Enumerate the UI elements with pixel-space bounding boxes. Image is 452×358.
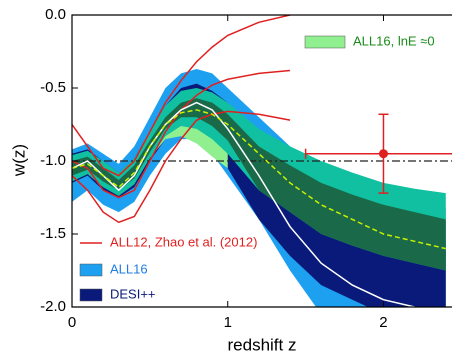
legend-label: DESI++ bbox=[110, 286, 156, 301]
band bbox=[72, 98, 446, 271]
x-tick-label: 1 bbox=[224, 314, 232, 331]
y-axis-label: w(z) bbox=[9, 144, 28, 177]
y-tick-label: -1.0 bbox=[40, 152, 66, 169]
line bbox=[72, 69, 291, 199]
legend-swatch bbox=[304, 35, 346, 49]
legend-label: ALL16 bbox=[110, 261, 148, 276]
y-tick-label: -2.0 bbox=[40, 298, 66, 315]
line bbox=[72, 110, 291, 224]
x-tick-label: 2 bbox=[379, 314, 387, 331]
y-tick-label: -0.5 bbox=[40, 79, 66, 96]
point bbox=[378, 149, 388, 159]
legend-label: ALL16, lnE ≈0 bbox=[353, 33, 435, 48]
band bbox=[72, 83, 446, 307]
line bbox=[72, 101, 415, 307]
legend-label: ALL12, Zhao et al. (2012) bbox=[110, 234, 257, 249]
line bbox=[72, 109, 446, 250]
line bbox=[72, 15, 291, 177]
y-tick-label: -1.5 bbox=[40, 225, 66, 242]
x-axis-label: redshift z bbox=[228, 335, 297, 354]
legend-swatch bbox=[79, 263, 103, 277]
x-tick-label: 0 bbox=[68, 314, 76, 331]
plot-area bbox=[72, 15, 452, 307]
legend-swatch bbox=[79, 288, 103, 302]
y-tick-label: 0.0 bbox=[45, 6, 66, 23]
